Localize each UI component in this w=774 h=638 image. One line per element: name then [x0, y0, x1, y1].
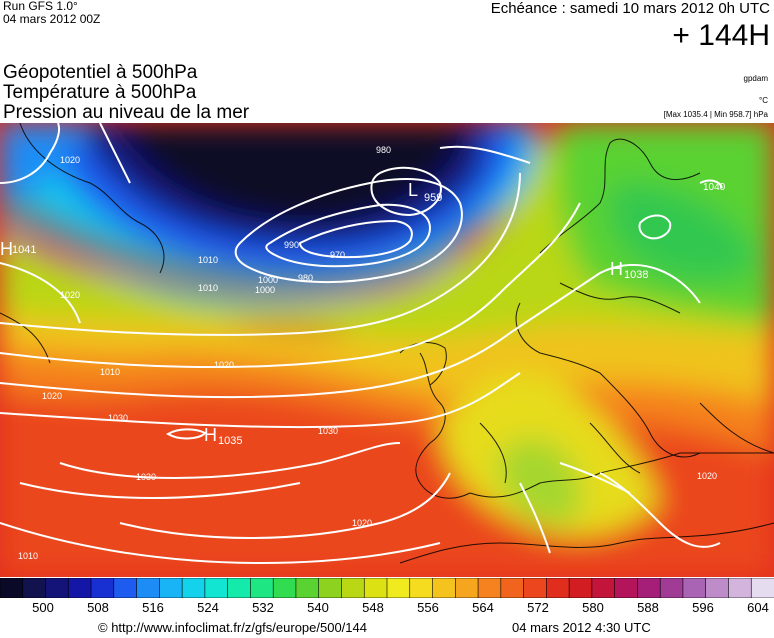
unit-pressure-range: [Max 1035.4 | Min 958.7] hPa	[663, 110, 768, 119]
colorbar-tick-label: 604	[747, 600, 769, 615]
footer-date: 04 mars 2012 4:30 UTC	[512, 620, 651, 635]
svg-text:990: 990	[284, 240, 299, 250]
high-value-1: 1041	[12, 244, 36, 256]
variable-geopotential: Géopotentiel à 500hPa	[3, 62, 198, 83]
svg-text:1020: 1020	[214, 360, 234, 370]
high-letter-1: H	[0, 239, 13, 259]
forecast-step: + 144H	[672, 19, 770, 52]
colorbar-swatch	[250, 577, 274, 599]
svg-text:1020: 1020	[60, 155, 80, 165]
colorbar-swatch	[614, 577, 639, 599]
high-value-4: 1040	[703, 182, 726, 193]
svg-text:1010: 1010	[18, 551, 38, 561]
svg-text:1020: 1020	[697, 471, 717, 481]
high-letter-3: H	[204, 425, 217, 445]
high-value-3: 1035	[218, 435, 242, 447]
colorbar-swatch	[363, 577, 388, 599]
svg-text:1030: 1030	[318, 426, 338, 436]
colorbar-swatch	[67, 577, 92, 599]
colorbar-swatch	[454, 577, 479, 599]
colorbar-swatch	[477, 577, 502, 599]
colorbar-swatch	[272, 577, 297, 599]
svg-text:970: 970	[330, 250, 345, 260]
colorbar-swatch	[591, 577, 616, 599]
svg-text:980: 980	[376, 145, 391, 155]
svg-text:1020: 1020	[42, 391, 62, 401]
colorbar-tick-label: 508	[87, 600, 109, 615]
colorbar-tick-label: 556	[417, 600, 439, 615]
colorbar-swatch	[45, 577, 70, 599]
colorbar-swatch	[409, 577, 434, 599]
svg-text:1020: 1020	[352, 518, 372, 528]
svg-text:1010: 1010	[198, 255, 218, 265]
colorbar-swatch	[90, 577, 115, 599]
colorbar-swatch	[22, 577, 47, 599]
forecast-time: Echéance : samedi 10 mars 2012 0h UTC	[490, 0, 770, 17]
isobars	[0, 123, 723, 565]
svg-text:1020: 1020	[60, 290, 80, 300]
run-date: 04 mars 2012 00Z	[3, 12, 101, 26]
colorbar-swatch	[500, 577, 525, 599]
colorbar-tick-label: 500	[32, 600, 54, 615]
colorbar-tick-label: 548	[362, 600, 384, 615]
colorbar-tick-label: 580	[582, 600, 604, 615]
colorbar-swatch	[113, 577, 138, 599]
colorbar-swatch	[204, 577, 229, 599]
colorbar-tick-label: 540	[307, 600, 329, 615]
high-value-2: 1038	[624, 269, 648, 281]
svg-text:1000: 1000	[258, 275, 278, 285]
unit-temperature: °C	[759, 96, 768, 105]
colorbar-swatch	[227, 577, 252, 599]
colorbar-tick-label: 516	[142, 600, 164, 615]
colorbar-swatch	[159, 577, 183, 599]
colorbar-swatch	[295, 577, 320, 599]
low-value: 959	[424, 192, 442, 204]
low-letter: L	[408, 180, 418, 200]
variable-pressure: Pression au niveau de la mer	[3, 102, 250, 123]
colorbar-tick-label: 596	[692, 600, 714, 615]
svg-text:1030: 1030	[108, 413, 128, 423]
colorbar-tick-label: 564	[472, 600, 494, 615]
colorbar-swatch	[181, 577, 206, 599]
colorbar-swatch	[637, 577, 661, 599]
colorbar-swatch	[523, 577, 548, 599]
colorbar-swatch	[682, 577, 707, 599]
colorbar-swatch	[386, 577, 411, 599]
run-label: Run GFS 1.0°	[3, 0, 78, 13]
colorbar-swatch	[0, 577, 24, 599]
high-letter-2: H	[610, 259, 623, 279]
colorbar-swatch	[705, 577, 730, 599]
colorbar-tick-label: 588	[637, 600, 659, 615]
colorbar-tick-label: 532	[252, 600, 274, 615]
unit-geopotential: gpdam	[743, 74, 768, 83]
svg-text:1010: 1010	[198, 283, 218, 293]
colorbar-tick-label: 572	[527, 600, 549, 615]
geopotential-field	[0, 123, 774, 577]
colorbar-swatch	[341, 577, 366, 599]
svg-text:1030: 1030	[136, 472, 156, 482]
colorbar-ticks: 500 508 516 524 532 540 548 556 564 572 580 588 596 6…	[0, 600, 774, 618]
colorbar-swatch	[728, 577, 753, 599]
svg-text:1000: 1000	[255, 285, 275, 295]
colorbar-swatch	[659, 577, 684, 599]
colorbar-swatch	[136, 577, 161, 599]
weather-map: L 959 H 1041 H 1038 H 1035 1040 1020 101…	[0, 123, 774, 577]
colorbar-swatch	[750, 577, 774, 599]
pressure-labels: L 959 H 1041 H 1038 H 1035 1040 1020 101…	[0, 145, 726, 561]
colorbar	[0, 577, 774, 599]
colorbar-swatch	[568, 577, 593, 599]
svg-text:1010: 1010	[100, 367, 120, 377]
footer-url: © http://www.infoclimat.fr/z/gfs/europe/…	[98, 620, 367, 635]
colorbar-swatch	[432, 577, 457, 599]
colorbar-tick-label: 524	[197, 600, 219, 615]
variable-temperature: Température à 500hPa	[3, 82, 197, 103]
colorbar-swatch	[318, 577, 343, 599]
colorbar-swatch	[546, 577, 570, 599]
svg-text:980: 980	[298, 273, 313, 283]
